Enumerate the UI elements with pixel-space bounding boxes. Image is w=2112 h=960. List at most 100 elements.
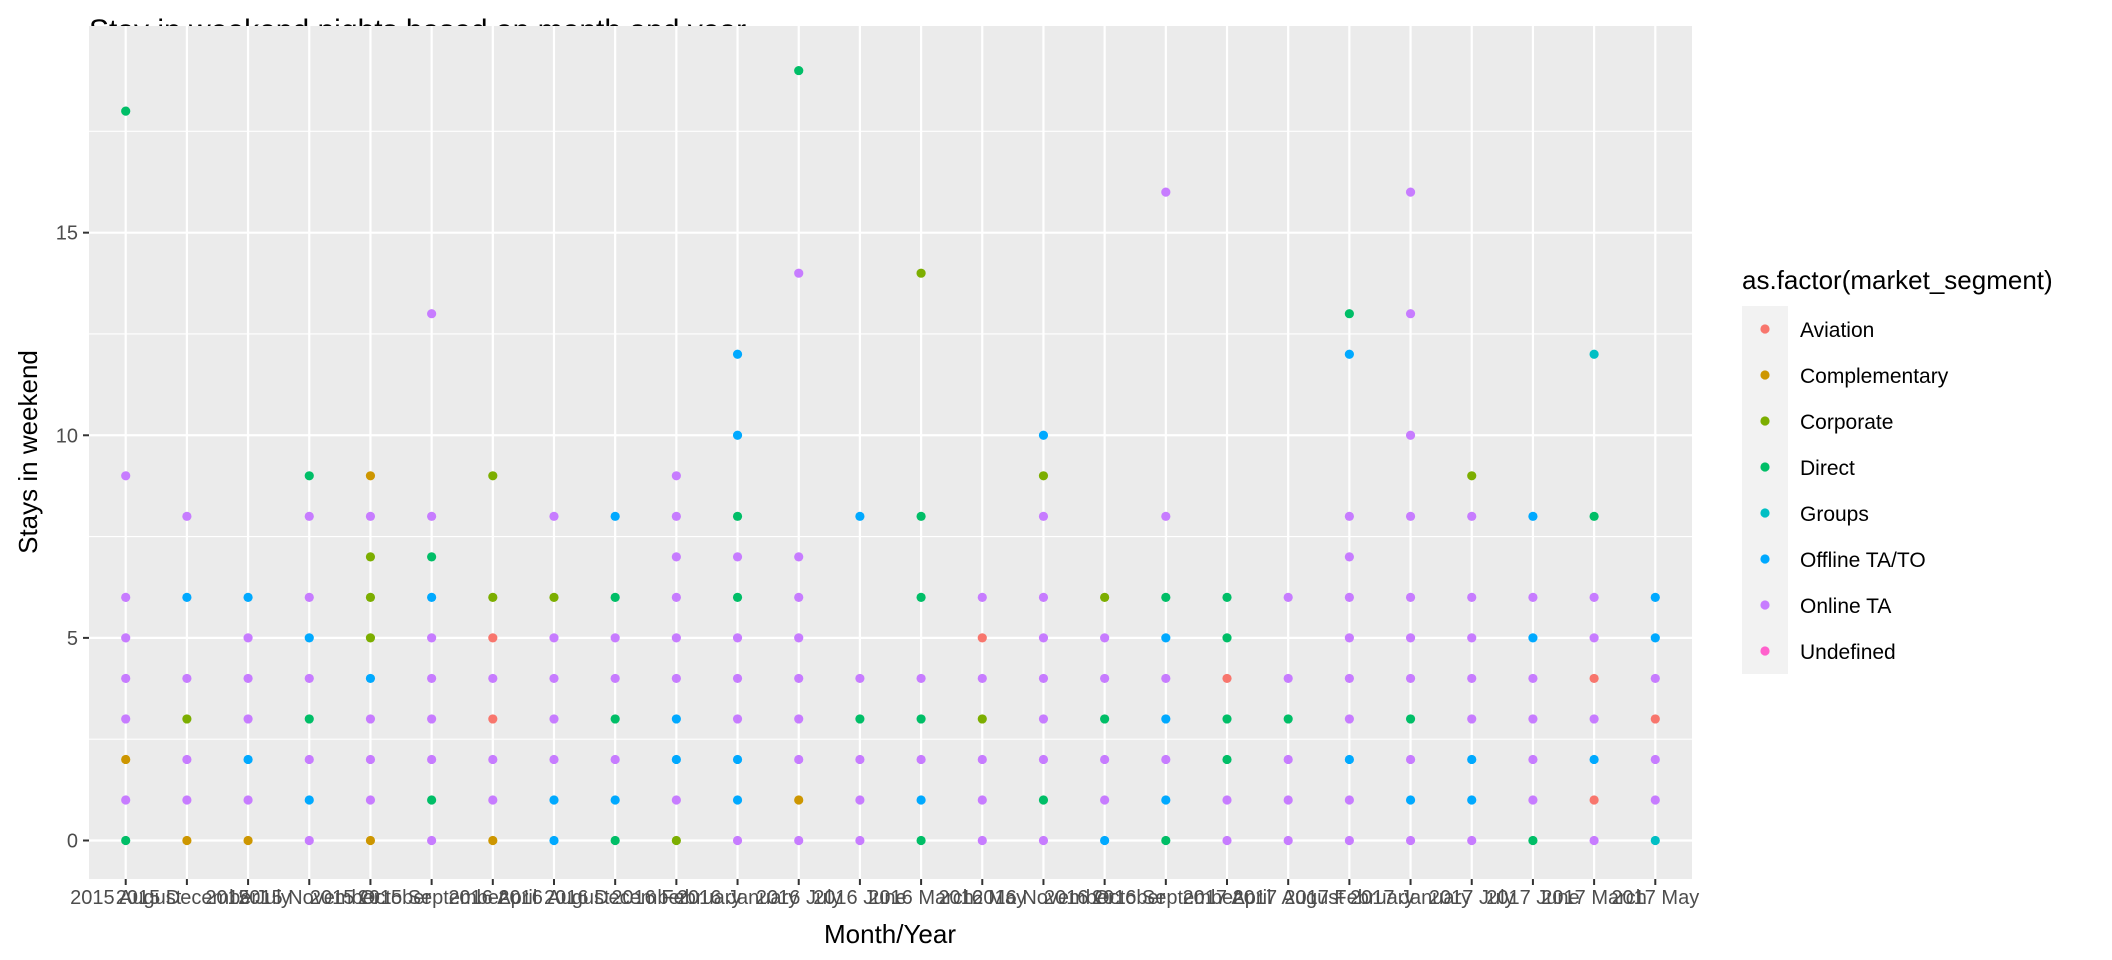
data-point	[182, 714, 192, 724]
data-point	[732, 349, 743, 359]
data-point	[732, 714, 743, 724]
data-point	[243, 754, 253, 765]
legend-key-swatch	[1760, 600, 1770, 610]
data-point	[1283, 714, 1293, 724]
data-point	[488, 673, 498, 684]
data-point	[916, 795, 926, 805]
x-tick-label: 2016 April	[448, 887, 537, 909]
x-tick-label: 2016 June	[813, 887, 906, 909]
data-point	[1405, 835, 1416, 846]
data-point	[1161, 511, 1171, 521]
data-point	[855, 835, 865, 846]
data-point	[427, 754, 437, 765]
data-point	[365, 633, 376, 643]
data-point	[549, 592, 559, 602]
x-tick-label: 2015 July	[205, 887, 291, 909]
data-point	[121, 795, 131, 805]
data-point	[977, 673, 987, 684]
legend-label: Offline TA/TO	[1800, 549, 1926, 572]
data-point	[1344, 714, 1354, 724]
data-point	[855, 795, 865, 805]
data-point	[1528, 633, 1538, 643]
data-point	[732, 633, 743, 643]
data-point	[671, 795, 681, 805]
data-point	[1344, 592, 1354, 602]
data-point	[1222, 795, 1232, 805]
data-point	[549, 633, 559, 643]
data-point	[488, 592, 498, 602]
data-point	[427, 511, 437, 521]
data-point	[916, 714, 926, 724]
data-point	[855, 511, 865, 521]
data-point	[1038, 511, 1049, 521]
data-point	[365, 511, 376, 521]
data-point	[1222, 592, 1232, 602]
data-point	[610, 714, 620, 724]
data-point	[1589, 592, 1599, 602]
data-point	[1100, 673, 1110, 684]
data-point	[1405, 714, 1416, 724]
data-point	[182, 592, 192, 602]
data-point	[1650, 673, 1660, 684]
data-point	[732, 795, 743, 805]
data-point	[1589, 714, 1599, 724]
data-point	[1038, 795, 1049, 805]
y-tick-label: 10	[56, 425, 78, 447]
data-point	[1528, 673, 1538, 684]
legend-keys: Aviation Complementary Corporate Direct Grou…	[1742, 306, 1949, 674]
data-point	[1344, 673, 1354, 684]
data-point	[732, 673, 743, 684]
data-point	[1100, 714, 1110, 724]
legend-key-swatch	[1760, 646, 1770, 656]
data-point	[243, 835, 253, 846]
data-point	[916, 754, 926, 765]
data-point	[855, 673, 865, 684]
data-point	[977, 592, 987, 602]
data-point	[855, 754, 865, 765]
data-point	[549, 754, 559, 765]
data-point	[732, 430, 743, 440]
x-tick-label: 2016 February	[611, 887, 741, 909]
x-tick-label: 2017 August	[1233, 887, 1345, 909]
data-point	[794, 754, 804, 765]
data-point	[1467, 835, 1477, 846]
data-point	[1405, 187, 1416, 197]
data-point	[1038, 835, 1049, 846]
data-point	[121, 673, 131, 684]
data-point	[1650, 754, 1660, 765]
data-point	[916, 673, 926, 684]
data-point	[365, 471, 376, 481]
data-point	[610, 592, 620, 602]
legend-key-swatch	[1760, 370, 1770, 380]
data-point	[1100, 592, 1110, 602]
data-point	[1528, 754, 1538, 765]
data-point	[671, 511, 681, 521]
data-point	[365, 835, 376, 846]
data-point	[1161, 633, 1171, 643]
data-point	[1344, 795, 1354, 805]
data-point	[1650, 714, 1660, 724]
x-tick-label: 2015 November	[238, 887, 381, 909]
data-point	[1589, 633, 1599, 643]
data-point	[1038, 471, 1049, 481]
data-point	[977, 754, 987, 765]
data-point	[1100, 633, 1110, 643]
data-point	[121, 754, 131, 765]
data-point	[671, 673, 681, 684]
x-tick-label: 2016 March	[868, 887, 974, 909]
data-point	[304, 673, 314, 684]
x-tick-label: 2016 August	[498, 887, 610, 909]
data-point	[610, 835, 620, 846]
x-tick-label: 2015 October	[310, 887, 432, 909]
data-point	[549, 511, 559, 521]
data-point	[794, 673, 804, 684]
data-point	[794, 552, 804, 562]
data-point	[732, 511, 743, 521]
data-point	[243, 714, 253, 724]
x-tick-label: 2016 January	[677, 887, 798, 909]
data-point	[977, 714, 987, 724]
data-points	[121, 65, 1660, 846]
data-point	[1589, 795, 1599, 805]
data-point	[1038, 714, 1049, 724]
